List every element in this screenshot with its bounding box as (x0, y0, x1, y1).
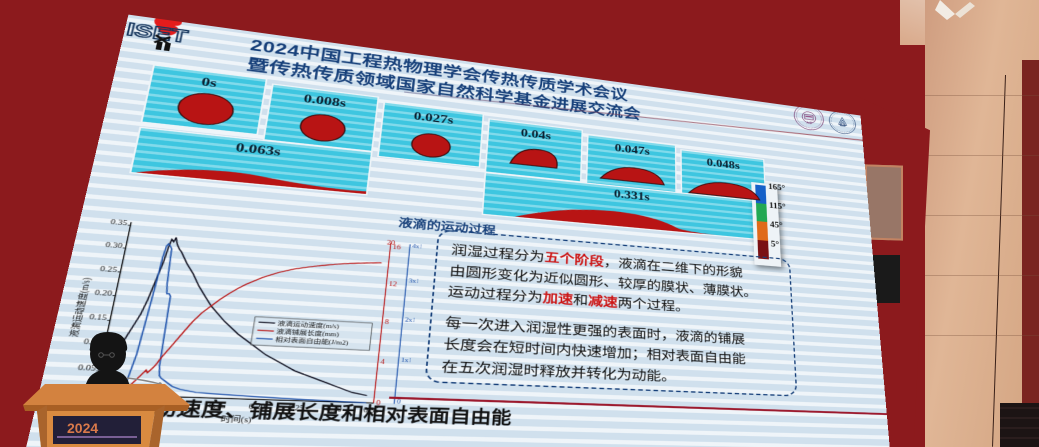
svg-text:0.35: 0.35 (110, 218, 129, 227)
svg-text:0.20: 0.20 (94, 288, 113, 297)
svg-text:4: 4 (380, 358, 385, 366)
svg-text:0.15: 0.15 (88, 313, 107, 322)
svg-text:12: 12 (388, 280, 397, 288)
svg-text:20: 20 (387, 239, 396, 247)
svg-text:0.30: 0.30 (105, 240, 124, 249)
svg-text:0.25: 0.25 (99, 264, 118, 273)
svg-text:大学: 大学 (806, 120, 812, 125)
svg-text:8: 8 (384, 318, 389, 326)
svg-text:2024: 2024 (67, 420, 98, 436)
